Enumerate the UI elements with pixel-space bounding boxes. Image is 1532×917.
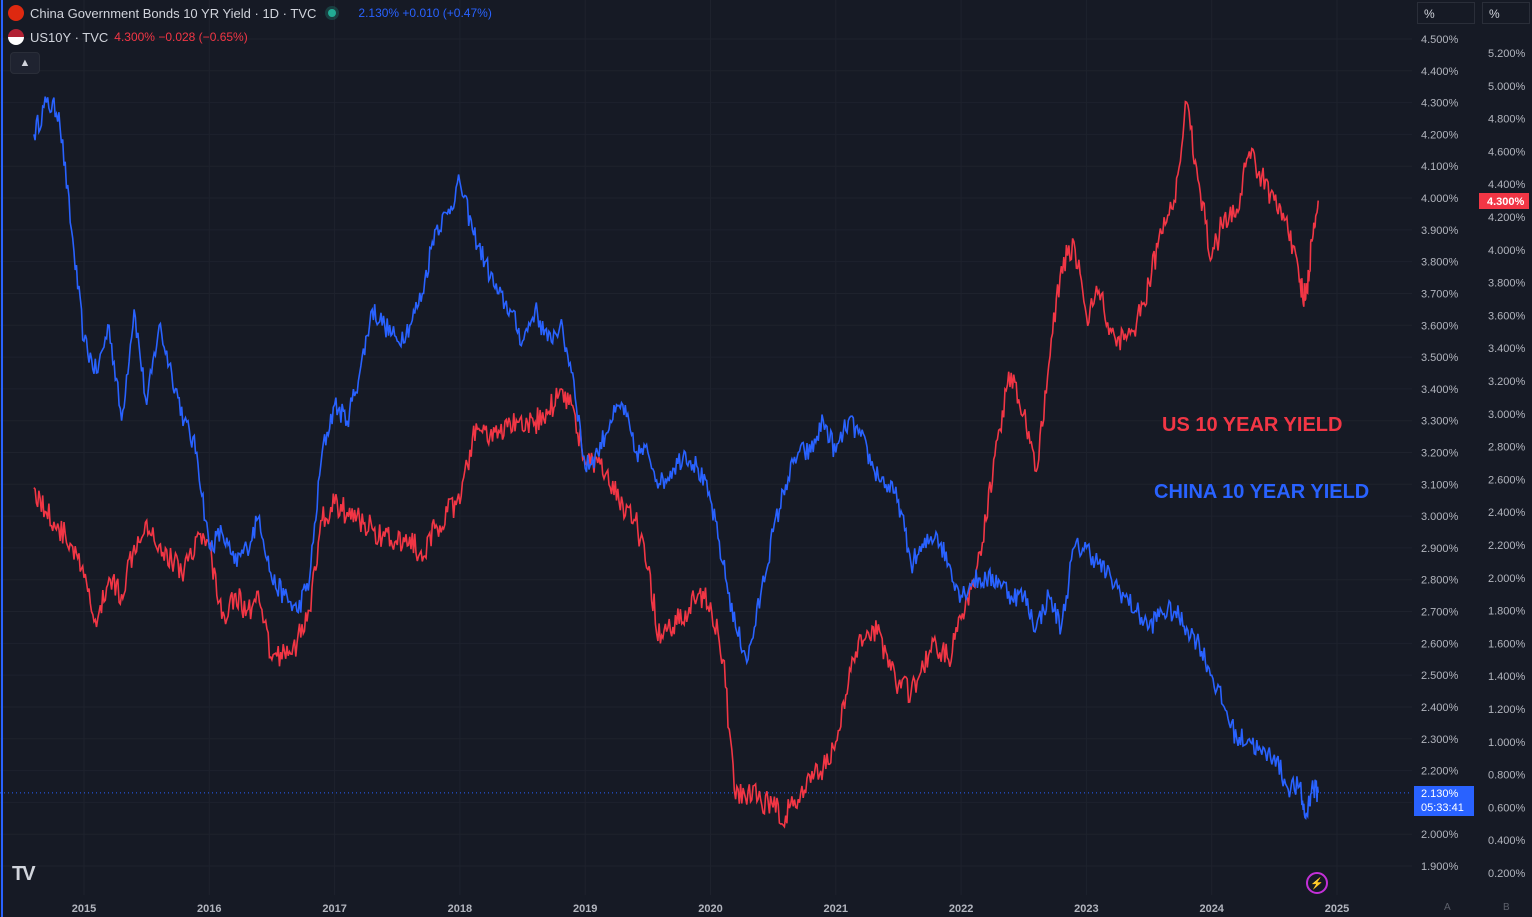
- time-tick-label: 2025: [1325, 903, 1349, 915]
- time-axis: 2015 2016 2017 2018 2019 2020 2021 2022 2023 2024…: [72, 903, 1349, 915]
- left-tick-label: 3.000%: [1421, 511, 1459, 523]
- legend-us-title: US10Y · TVC: [30, 29, 109, 45]
- time-tick-label: 2022: [949, 903, 973, 915]
- time-tick-label: 2023: [1074, 903, 1098, 915]
- left-tick-label: 3.500%: [1421, 352, 1459, 364]
- collapse-legend-button[interactable]: ▲: [10, 52, 40, 74]
- us-annotation: US 10 YEAR YIELD: [1162, 414, 1342, 436]
- time-tick-label: 2018: [448, 903, 472, 915]
- chevron-up-icon: ▲: [19, 57, 31, 69]
- lightning-icon[interactable]: ⚡: [1306, 872, 1328, 894]
- right-tick-label: 1.600%: [1488, 638, 1526, 650]
- left-tick-label: 1.900%: [1421, 861, 1459, 873]
- auto-scale-button[interactable]: A: [1444, 902, 1451, 913]
- left-tick-label: 2.600%: [1421, 638, 1459, 650]
- time-tick-label: 2017: [322, 903, 346, 915]
- left-tick-label: 4.100%: [1421, 161, 1459, 173]
- right-tick-label: 2.600%: [1488, 474, 1526, 486]
- right-tick-label: 0.400%: [1488, 835, 1526, 847]
- right-tick-label: 1.800%: [1488, 606, 1526, 618]
- us-price-value: 4.300%: [1487, 196, 1525, 208]
- time-tick-label: 2021: [824, 903, 848, 915]
- time-tick-label: 2015: [72, 903, 96, 915]
- cn10y-series-line: [33, 96, 1319, 821]
- live-status-icon: [328, 9, 337, 17]
- left-tick-label: 3.700%: [1421, 288, 1459, 300]
- time-tick-label: 2020: [698, 903, 722, 915]
- legend-us-value: 4.300% −0.028 (−0.65%): [114, 30, 248, 44]
- left-scale-unit[interactable]: %: [1417, 2, 1475, 24]
- us-flag-icon: [8, 29, 24, 45]
- tradingview-logo: TV: [12, 863, 36, 885]
- left-tick-label: 4.300%: [1421, 98, 1459, 110]
- right-tick-label: 1.400%: [1488, 671, 1526, 683]
- right-tick-label: 3.400%: [1488, 343, 1526, 355]
- right-tick-label: 2.000%: [1488, 573, 1526, 585]
- right-tick-label: 5.000%: [1488, 81, 1526, 93]
- left-price-axis: 4.500% 4.400% 4.300% 4.200% 4.100% 4.000% 3.90…: [1421, 34, 1459, 873]
- left-tick-label: 3.200%: [1421, 448, 1459, 460]
- left-tick-label: 2.300%: [1421, 734, 1459, 746]
- legend-cn[interactable]: China Government Bonds 10 YR Yield · 1D …: [8, 3, 492, 23]
- grid-lines: [0, 0, 1412, 895]
- right-tick-label: 3.800%: [1488, 278, 1526, 290]
- time-tick-label: 2024: [1199, 903, 1224, 915]
- right-tick-label: 3.000%: [1488, 409, 1526, 421]
- legend-cn-title: China Government Bonds 10 YR Yield · 1D …: [30, 5, 317, 21]
- right-tick-label: 4.800%: [1488, 114, 1526, 126]
- right-tick-label: 2.800%: [1488, 442, 1526, 454]
- legend-us[interactable]: US10Y · TVC 4.300% −0.028 (−0.65%): [8, 27, 248, 47]
- left-tick-label: 3.300%: [1421, 416, 1459, 428]
- right-tick-label: 4.000%: [1488, 245, 1526, 257]
- right-tick-label: 3.600%: [1488, 310, 1526, 322]
- right-tick-label: 2.400%: [1488, 507, 1526, 519]
- left-tick-label: 3.800%: [1421, 257, 1459, 269]
- left-tick-label: 3.900%: [1421, 225, 1459, 237]
- right-scale-unit[interactable]: %: [1482, 2, 1530, 24]
- right-tick-label: 2.200%: [1488, 540, 1526, 552]
- right-tick-label: 4.600%: [1488, 146, 1526, 158]
- legend-cn-value: 2.130% +0.010 (+0.47%): [358, 6, 492, 20]
- left-tick-label: 2.700%: [1421, 607, 1459, 619]
- time-tick-label: 2016: [197, 903, 221, 915]
- right-tick-label: 1.200%: [1488, 704, 1526, 716]
- right-price-axis: 5.200% 5.000% 4.800% 4.600% 4.400% 4.200% 4.00…: [1488, 48, 1526, 880]
- left-tick-label: 2.000%: [1421, 829, 1459, 841]
- left-tick-label: 2.800%: [1421, 575, 1459, 587]
- left-tick-label: 4.400%: [1421, 66, 1459, 78]
- left-tick-label: 3.600%: [1421, 320, 1459, 332]
- left-tick-label: 2.500%: [1421, 670, 1459, 682]
- left-tick-label: 2.200%: [1421, 766, 1459, 778]
- right-tick-label: 4.200%: [1488, 212, 1526, 224]
- left-tick-label: 2.900%: [1421, 543, 1459, 555]
- scale-b-button[interactable]: B: [1503, 902, 1510, 913]
- right-tick-label: 3.200%: [1488, 376, 1526, 388]
- left-tick-label: 4.500%: [1421, 34, 1459, 46]
- right-tick-label: 0.800%: [1488, 770, 1526, 782]
- us-price-badge: 4.300%: [1479, 193, 1529, 209]
- right-tick-label: 0.200%: [1488, 868, 1526, 880]
- cn-price-badge: 2.130% 05:33:41: [1414, 786, 1474, 816]
- cn-price-value: 2.130%: [1421, 788, 1459, 800]
- right-tick-label: 1.000%: [1488, 737, 1526, 749]
- left-tick-label: 4.200%: [1421, 129, 1459, 141]
- us10y-series-line: [33, 100, 1319, 829]
- left-tick-label: 3.400%: [1421, 384, 1459, 396]
- left-tick-label: 4.000%: [1421, 193, 1459, 205]
- china-flag-icon: [8, 5, 24, 21]
- cn-countdown: 05:33:41: [1421, 802, 1464, 814]
- cn-annotation: CHINA 10 YEAR YIELD: [1154, 481, 1369, 503]
- right-tick-label: 0.600%: [1488, 802, 1526, 814]
- right-tick-label: 5.200%: [1488, 48, 1526, 60]
- right-tick-label: 4.400%: [1488, 179, 1526, 191]
- time-tick-label: 2019: [573, 903, 597, 915]
- left-tick-label: 3.100%: [1421, 479, 1459, 491]
- left-tick-label: 2.400%: [1421, 702, 1459, 714]
